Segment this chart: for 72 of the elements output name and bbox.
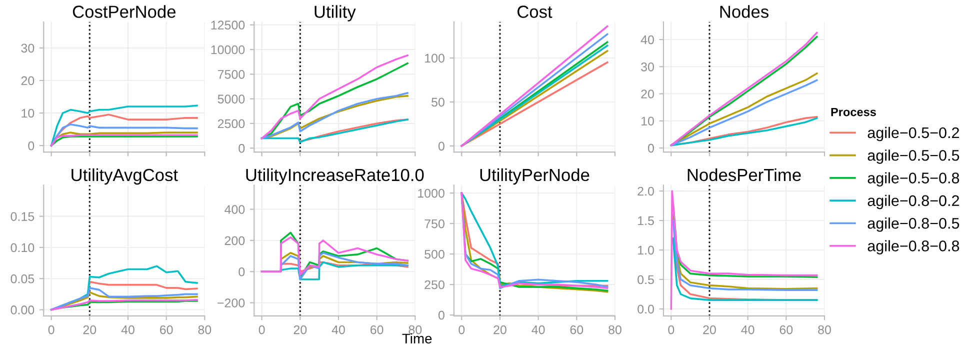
y-tick-label: 100 — [425, 54, 444, 63]
y-tick-label: 0.15 — [10, 212, 34, 221]
y-tick-label: 10 — [22, 108, 34, 118]
y-tick-label: 30 — [641, 62, 654, 72]
legend-label: agile−0.8−0.2 — [868, 194, 959, 210]
x-tick-label: 80 — [408, 325, 422, 334]
y-tick-label: 30 — [21, 44, 34, 53]
y-tick-label: 250 — [424, 280, 444, 290]
y-tick-label: 0.00 — [10, 306, 34, 314]
y-tick-label: 0 — [28, 141, 34, 150]
y-tick-label: 5000 — [218, 94, 245, 104]
chart-title: Nodes — [720, 5, 768, 18]
legend-label: agile−0.5−0.8 — [868, 172, 960, 186]
legend-label: agile−0.5−0.2 — [868, 126, 959, 142]
y-tick-label: 0 — [438, 142, 444, 151]
chart-title: UtilityAvgCost — [72, 168, 178, 185]
y-tick-label: 1000 — [418, 188, 444, 198]
x-tick-label: 80 — [608, 325, 622, 334]
x-tick-label: 20 — [703, 325, 716, 334]
x-tick-label: 40 — [532, 325, 545, 334]
y-tick-label: 7500 — [218, 70, 245, 79]
y-tick-label: 50 — [432, 98, 444, 107]
chart-title: Cost — [518, 6, 552, 18]
y-tick-label: 2.0 — [638, 186, 654, 196]
x-tick-label: 0 — [258, 325, 265, 334]
y-tick-label: −200 — [218, 298, 245, 308]
chart-title: UtilityIncreaseRate10.0 — [246, 168, 424, 185]
y-tick-label: 20 — [641, 90, 654, 98]
y-tick-label: 1.0 — [638, 246, 654, 255]
x-tick-label: 20 — [83, 325, 96, 334]
x-tick-label: 80 — [198, 325, 212, 334]
y-tick-label: 10000 — [211, 45, 245, 54]
x-tick-label: 40 — [741, 325, 754, 334]
legend-title: Process — [831, 108, 876, 116]
chart-title: NodesPerTime — [688, 168, 801, 182]
x-tick-label: 0 — [668, 325, 674, 334]
x-axis-title: Time — [402, 333, 432, 344]
x-tick-label: 0 — [458, 325, 465, 334]
x-tick-label: 20 — [494, 325, 506, 334]
y-tick-label: 400 — [224, 205, 245, 214]
y-tick-label: 0.05 — [10, 274, 34, 284]
y-tick-label: 0.5 — [638, 275, 654, 284]
x-tick-label: 80 — [818, 325, 831, 334]
legend-label: agile−0.8−0.8 — [868, 240, 960, 254]
y-tick-label: 0 — [238, 267, 245, 276]
y-tick-label: 500 — [424, 250, 444, 259]
legend-label: agile−0.8−0.5 — [868, 218, 960, 232]
y-tick-label: 10 — [642, 116, 654, 126]
y-tick-label: 40 — [640, 35, 654, 44]
legend-label: agile−0.5−0.5 — [868, 150, 960, 164]
x-tick-label: 20 — [294, 325, 307, 334]
y-tick-label: 1.5 — [638, 216, 654, 226]
x-tick-label: 0 — [48, 325, 54, 334]
y-tick-label: 0.0 — [638, 304, 654, 314]
chart-title: Utility — [314, 5, 356, 22]
y-tick-label: 12500 — [211, 20, 245, 30]
x-tick-label: 60 — [780, 325, 793, 334]
x-tick-label: 40 — [332, 325, 345, 334]
y-tick-label: 0 — [238, 144, 245, 153]
y-tick-label: 20 — [21, 76, 34, 86]
y-tick-label: 0.10 — [10, 243, 34, 252]
y-tick-label: 2500 — [218, 119, 245, 128]
x-tick-label: 60 — [370, 325, 384, 334]
chart-title: CostPerNode — [72, 5, 176, 18]
chart-title: UtilityPerNode — [480, 168, 590, 185]
y-tick-label: 0 — [438, 310, 444, 320]
y-tick-label: 200 — [224, 236, 245, 246]
y-tick-label: 750 — [424, 219, 444, 228]
x-tick-label: 60 — [160, 325, 173, 334]
x-tick-label: 40 — [121, 325, 134, 334]
y-tick-label: 0 — [648, 144, 654, 153]
x-tick-label: 60 — [570, 325, 584, 334]
